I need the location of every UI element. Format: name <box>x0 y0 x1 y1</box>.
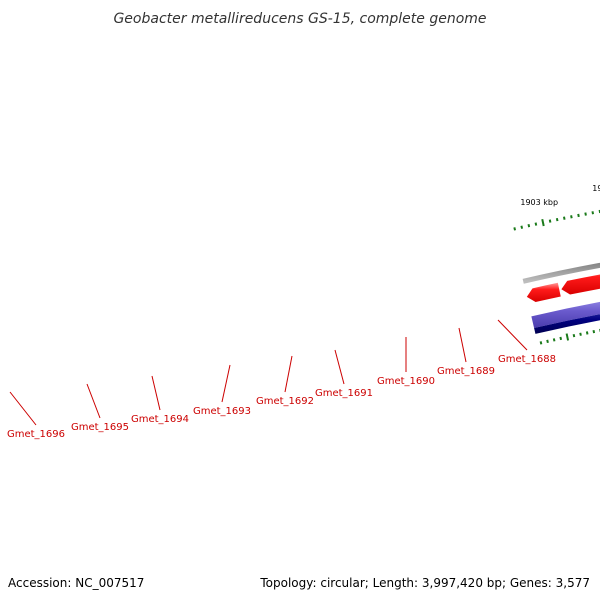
feature-band-navy <box>534 314 600 334</box>
gene-label: Gmet_1691 <box>315 388 373 399</box>
gene-label: Gmet_1695 <box>71 422 129 433</box>
inner-minor-tick <box>585 331 589 335</box>
gene-leader-line <box>151 375 161 411</box>
gene-leader-line <box>284 355 293 393</box>
gene-label: Gmet_1696 <box>7 429 65 440</box>
map-title: Geobacter metallireducens GS-15, complet… <box>113 11 486 27</box>
inner-minor-tick <box>592 329 596 334</box>
scale-label: 1903 kbp <box>520 198 558 207</box>
inner-minor-tick <box>572 333 576 338</box>
gene-leader-line <box>334 349 345 385</box>
genome-backbone <box>522 262 600 284</box>
backbone-arc <box>522 262 600 284</box>
minor-tick <box>534 222 538 226</box>
gene-leader-line <box>86 383 101 419</box>
minor-tick <box>570 215 573 219</box>
gene-label: Gmet_1688 <box>498 354 556 365</box>
minor-tick <box>591 211 594 215</box>
gene-features <box>526 274 600 334</box>
accession-label: Accession: NC_007517 <box>8 576 144 590</box>
gene-label: Gmet_1689 <box>437 366 495 377</box>
inner-minor-tick <box>552 338 556 342</box>
kbp-scale: 1903 kbp1902 kbp1901 kbp1900 kbp1899 kbp… <box>513 184 600 345</box>
gene-label: Gmet_1694 <box>131 414 189 425</box>
inner-major-tick <box>565 333 570 341</box>
minor-tick <box>555 217 559 222</box>
gene-arrow <box>561 274 600 295</box>
gene-label: Gmet_1692 <box>256 396 314 407</box>
gene-leader-line <box>9 391 37 426</box>
minor-tick <box>584 212 587 216</box>
gene-leader-line <box>458 327 467 363</box>
major-tick <box>541 218 545 227</box>
scale-label: 1902 kbp <box>592 184 600 193</box>
inner-minor-tick <box>539 341 543 345</box>
inner-minor-tick <box>579 332 582 336</box>
gene-leader-line <box>221 364 231 403</box>
minor-tick <box>527 223 531 228</box>
minor-tick <box>513 227 517 231</box>
inner-minor-tick <box>559 336 563 341</box>
minor-tick <box>548 219 552 223</box>
minor-tick <box>520 225 524 229</box>
feature-band-purple <box>531 301 600 329</box>
inner-minor-tick <box>546 339 549 344</box>
minor-tick <box>563 216 566 220</box>
gene-label: Gmet_1693 <box>193 406 251 417</box>
gene-arrow <box>526 282 561 303</box>
gene-leader-line <box>497 319 528 351</box>
genome-summary: Topology: circular; Length: 3,997,420 bp… <box>259 576 590 590</box>
minor-tick <box>577 213 580 218</box>
gene-label: Gmet_1690 <box>377 376 435 387</box>
